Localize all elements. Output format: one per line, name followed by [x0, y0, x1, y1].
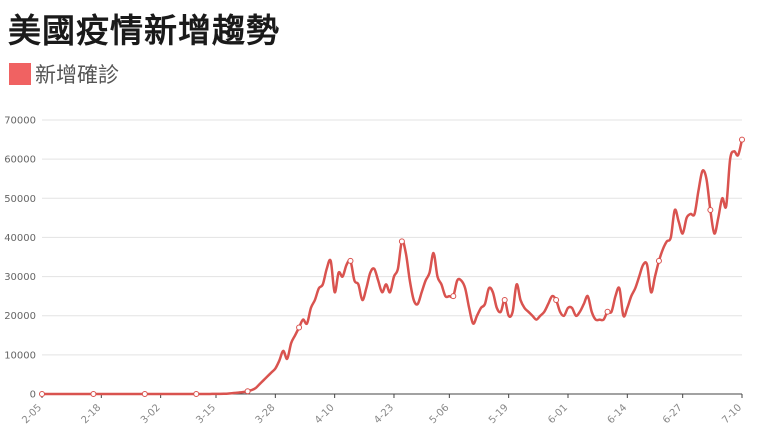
y-axis: 0 10000 20000 30000 40000 50000 60000 70000: [4, 116, 36, 401]
data-point[interactable]: [90, 391, 97, 397]
data-point[interactable]: [707, 207, 714, 214]
x-tick-label: 2-05: [20, 402, 44, 426]
series-line: [40, 138, 744, 396]
x-tick-label: 4-10: [313, 402, 337, 426]
data-point[interactable]: [501, 297, 508, 304]
data-point[interactable]: [193, 391, 200, 397]
x-tick-label: 5-06: [428, 402, 452, 426]
x-tick-label: 5-19: [487, 402, 511, 426]
data-point[interactable]: [244, 388, 251, 395]
x-axis: 2-05 2-18 3-02 3-15 3-28 4-10 4-23 5-06 5-19 6-01…: [20, 394, 744, 426]
x-tick-label: 4-23: [372, 402, 396, 426]
y-tick-label: 10000: [4, 350, 36, 361]
x-tick-label: 2-18: [80, 402, 104, 426]
data-point[interactable]: [347, 257, 354, 264]
data-point[interactable]: [553, 297, 560, 304]
data-point[interactable]: [39, 391, 45, 397]
y-tick-label: 50000: [4, 194, 36, 205]
y-tick-label: 70000: [4, 116, 36, 127]
series-markers: [39, 136, 745, 397]
x-tick-label: 6-01: [546, 402, 570, 426]
x-tick-label: 3-15: [194, 402, 218, 426]
data-point[interactable]: [604, 308, 611, 315]
x-tick-label: 6-27: [661, 402, 685, 426]
chart-title: 美國疫情新增趨勢: [8, 11, 280, 50]
y-tick-label: 30000: [4, 272, 36, 283]
data-point[interactable]: [739, 136, 745, 143]
data-point[interactable]: [141, 391, 148, 397]
x-tick-label: 6-14: [606, 402, 630, 426]
grid-lines: [42, 119, 742, 395]
y-tick-label: 0: [30, 390, 36, 401]
x-tick-label: 3-28: [254, 402, 278, 426]
data-point[interactable]: [296, 324, 303, 331]
x-tick-label: 7-10: [720, 402, 744, 426]
x-tick-label: 3-02: [139, 402, 163, 426]
y-tick-label: 20000: [4, 311, 36, 322]
legend[interactable]: 新增確診: [9, 60, 119, 88]
data-point[interactable]: [398, 238, 405, 245]
legend-label: 新增確診: [35, 63, 119, 87]
data-point[interactable]: [450, 293, 457, 300]
y-tick-label: 40000: [4, 233, 36, 244]
legend-swatch: [9, 63, 31, 85]
data-point[interactable]: [655, 257, 662, 264]
y-tick-label: 60000: [4, 155, 36, 166]
